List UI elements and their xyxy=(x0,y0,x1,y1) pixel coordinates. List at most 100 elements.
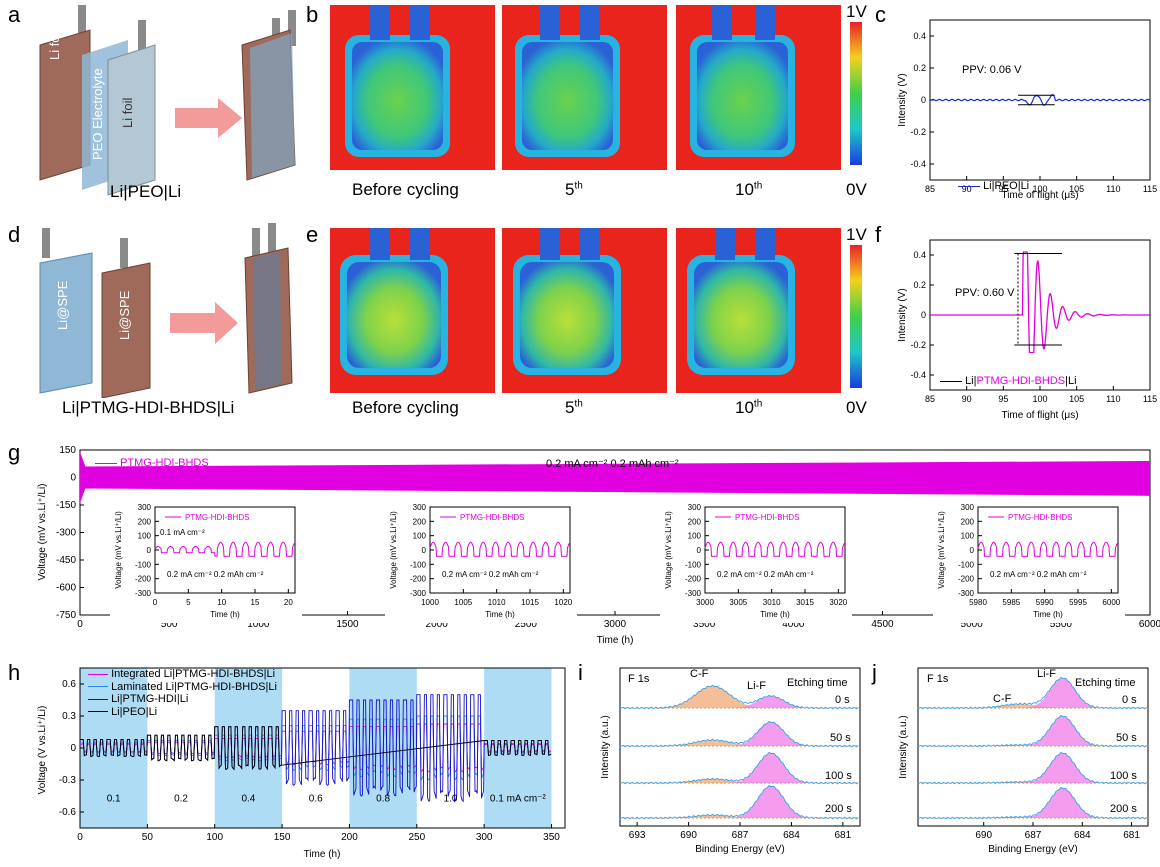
caption-before-cycling-e: Before cycling xyxy=(352,398,459,417)
h-rate-0: 0.1 xyxy=(107,793,121,804)
chart-i-frame xyxy=(619,667,861,827)
chart-f-ytick-label: 0.2 xyxy=(913,280,926,290)
chart-f-xtick-label: 110 xyxy=(1106,394,1120,404)
inset-1-xtick-label: 1020 xyxy=(554,598,572,607)
inset-1-xlabel: Time (h) xyxy=(485,610,515,619)
chart-h-xtick-label: 50 xyxy=(142,832,154,843)
chart-g-xtick-label: 6000 xyxy=(1139,619,1160,630)
panel-label-b: b xyxy=(306,2,319,27)
chart-c-ylabel: Intensity (V) xyxy=(897,73,908,126)
j-title: F 1s xyxy=(927,673,949,685)
inset-2-xtick-label: 3000 xyxy=(696,598,714,607)
j-peak-cf: C-F xyxy=(993,693,1012,705)
legend-c: Li|PEO|Li xyxy=(958,180,1029,192)
inset-0-line xyxy=(154,541,296,557)
inset-3-ytick-label: -200 xyxy=(958,575,975,584)
i-time-0: 0 s xyxy=(835,694,850,706)
panel-label-a: a xyxy=(8,2,21,27)
j-time-100: 100 s xyxy=(1110,770,1137,782)
inset-1-ytick-label: 300 xyxy=(413,503,427,512)
inset-0-xlabel: Time (h) xyxy=(210,610,240,619)
chart-f-ytick-label: -0.2 xyxy=(910,340,926,350)
chart-g-ytick-label: -300 xyxy=(56,528,76,539)
h-rate-1: 0.2 xyxy=(174,793,188,804)
chart-f-xtick-label: 115 xyxy=(1143,394,1157,404)
chart-g-xtick-label: 5500 xyxy=(1050,619,1073,630)
panel-label-h: h xyxy=(8,660,21,685)
chart-g-xtick-label: 500 xyxy=(161,619,178,630)
chart-g-xtick-label: 2000 xyxy=(426,619,449,630)
inset-1-legend: PTMG-HDI-BHDS xyxy=(460,513,524,522)
inset-0-ytick-label: 100 xyxy=(138,532,152,541)
caption-5th-b: 5th xyxy=(565,180,583,199)
thermal-b-before xyxy=(330,5,495,170)
inset-0-ytick-label: 200 xyxy=(138,517,152,526)
chart-f-ylabel: Intensity (V) xyxy=(897,288,908,341)
inset-2-ytick-label: 0 xyxy=(697,546,702,555)
chart-j-xtick-label: 684 xyxy=(1074,830,1091,841)
chart-i-ylabel: Intensity (a.u.) xyxy=(600,715,611,778)
legend-h-item-2: Li|PTMG-HDI|Li xyxy=(88,693,277,706)
thermal-images xyxy=(330,5,862,393)
inset-1-ytick-label: 100 xyxy=(413,532,427,541)
inset-3-ytick-label: 300 xyxy=(961,503,975,512)
chart-i-cf-peak-0 xyxy=(620,686,860,708)
chart-g-xtick-label: 5000 xyxy=(961,619,984,630)
chart-c-xtick-label: 105 xyxy=(1069,184,1084,194)
chart-j-xlabel: Binding Energy (eV) xyxy=(988,844,1078,855)
ppv-c-label: PPV: 0.06 V xyxy=(962,64,1022,76)
chart-g-ytick-label: -450 xyxy=(56,555,76,566)
inset-bg-0 xyxy=(110,503,302,623)
chart-g-ytick-label: -750 xyxy=(56,610,76,621)
i-time-100: 100 s xyxy=(825,770,852,782)
inset-3-xtick-label: 5985 xyxy=(1002,598,1020,607)
inset-0-xtick-label: 20 xyxy=(284,598,293,607)
chart-c-ytick-label: 0.4 xyxy=(913,31,926,41)
chart-f-xtick-label: 100 xyxy=(1032,394,1047,404)
h-rate-6: 0.1 mA cm⁻² xyxy=(490,793,547,804)
j-time-200: 200 s xyxy=(1110,803,1137,815)
inset-bg-1 xyxy=(385,503,577,623)
chart-i-xtick-label: 690 xyxy=(680,830,697,841)
chart-j-xtick-label: 687 xyxy=(1025,830,1042,841)
legend-g-swatch xyxy=(95,462,117,464)
inset-0-ytick-label: -100 xyxy=(135,560,152,569)
caption-10th-e: 10th xyxy=(735,398,763,417)
chart-j-spectrum-0 xyxy=(917,676,1147,710)
inset-3-xtick-label: 5980 xyxy=(969,598,987,607)
panel-d-schematic xyxy=(39,223,293,398)
inset-2-xlabel: Time (h) xyxy=(760,610,790,619)
chart-f-xtick-label: 90 xyxy=(962,394,972,404)
inset-1-ytick-label: 200 xyxy=(413,517,427,526)
legend-f-swatch xyxy=(940,380,962,382)
inset-3-note2: 0.2 mA cm⁻² 0.2 mAh cm⁻² xyxy=(990,570,1087,579)
colorbar-b xyxy=(850,22,862,165)
chart-f-xtick-label: 105 xyxy=(1069,394,1084,404)
inset-0-ylabel: Voltage (mV vs.Li⁺/Li) xyxy=(114,511,123,589)
h-rate-3: 0.6 xyxy=(309,793,323,804)
chart-i-xtick-label: 687 xyxy=(732,830,749,841)
panel-label-f: f xyxy=(875,222,882,247)
thermal-e-before xyxy=(330,228,495,393)
inset-bg-2 xyxy=(660,503,852,623)
inset-1-line xyxy=(429,541,571,557)
colorbar-e-bottom: 0V xyxy=(846,398,867,417)
panel-label-c: c xyxy=(875,2,886,27)
chart-i-lif-peak-3 xyxy=(620,786,860,818)
inset-3-xlabel: Time (h) xyxy=(1033,610,1063,619)
chart-g-xtick-label: 1000 xyxy=(247,619,270,630)
panel-d-caption: Li|PTMG-HDI-BHDS|Li xyxy=(62,398,235,417)
chart-g-xtick-label: 1500 xyxy=(336,619,359,630)
thermal-e-5th xyxy=(502,228,667,393)
chart-h-xlabel: Time (h) xyxy=(304,849,341,860)
i-peak-lif: Li-F xyxy=(747,680,766,692)
chart-h-xtick-label: 300 xyxy=(476,832,493,843)
inset-0-xtick-label: 10 xyxy=(217,598,226,607)
panel-label-j: j xyxy=(872,660,877,685)
chart-i-spectrum-3 xyxy=(619,784,859,820)
chart-f-ytick-label: 0.4 xyxy=(913,250,926,260)
chart-i-xtick-label: 681 xyxy=(835,830,852,841)
inset-0-xtick-label: 5 xyxy=(186,598,191,607)
chart-g-xlabel: Time (h) xyxy=(597,635,634,646)
